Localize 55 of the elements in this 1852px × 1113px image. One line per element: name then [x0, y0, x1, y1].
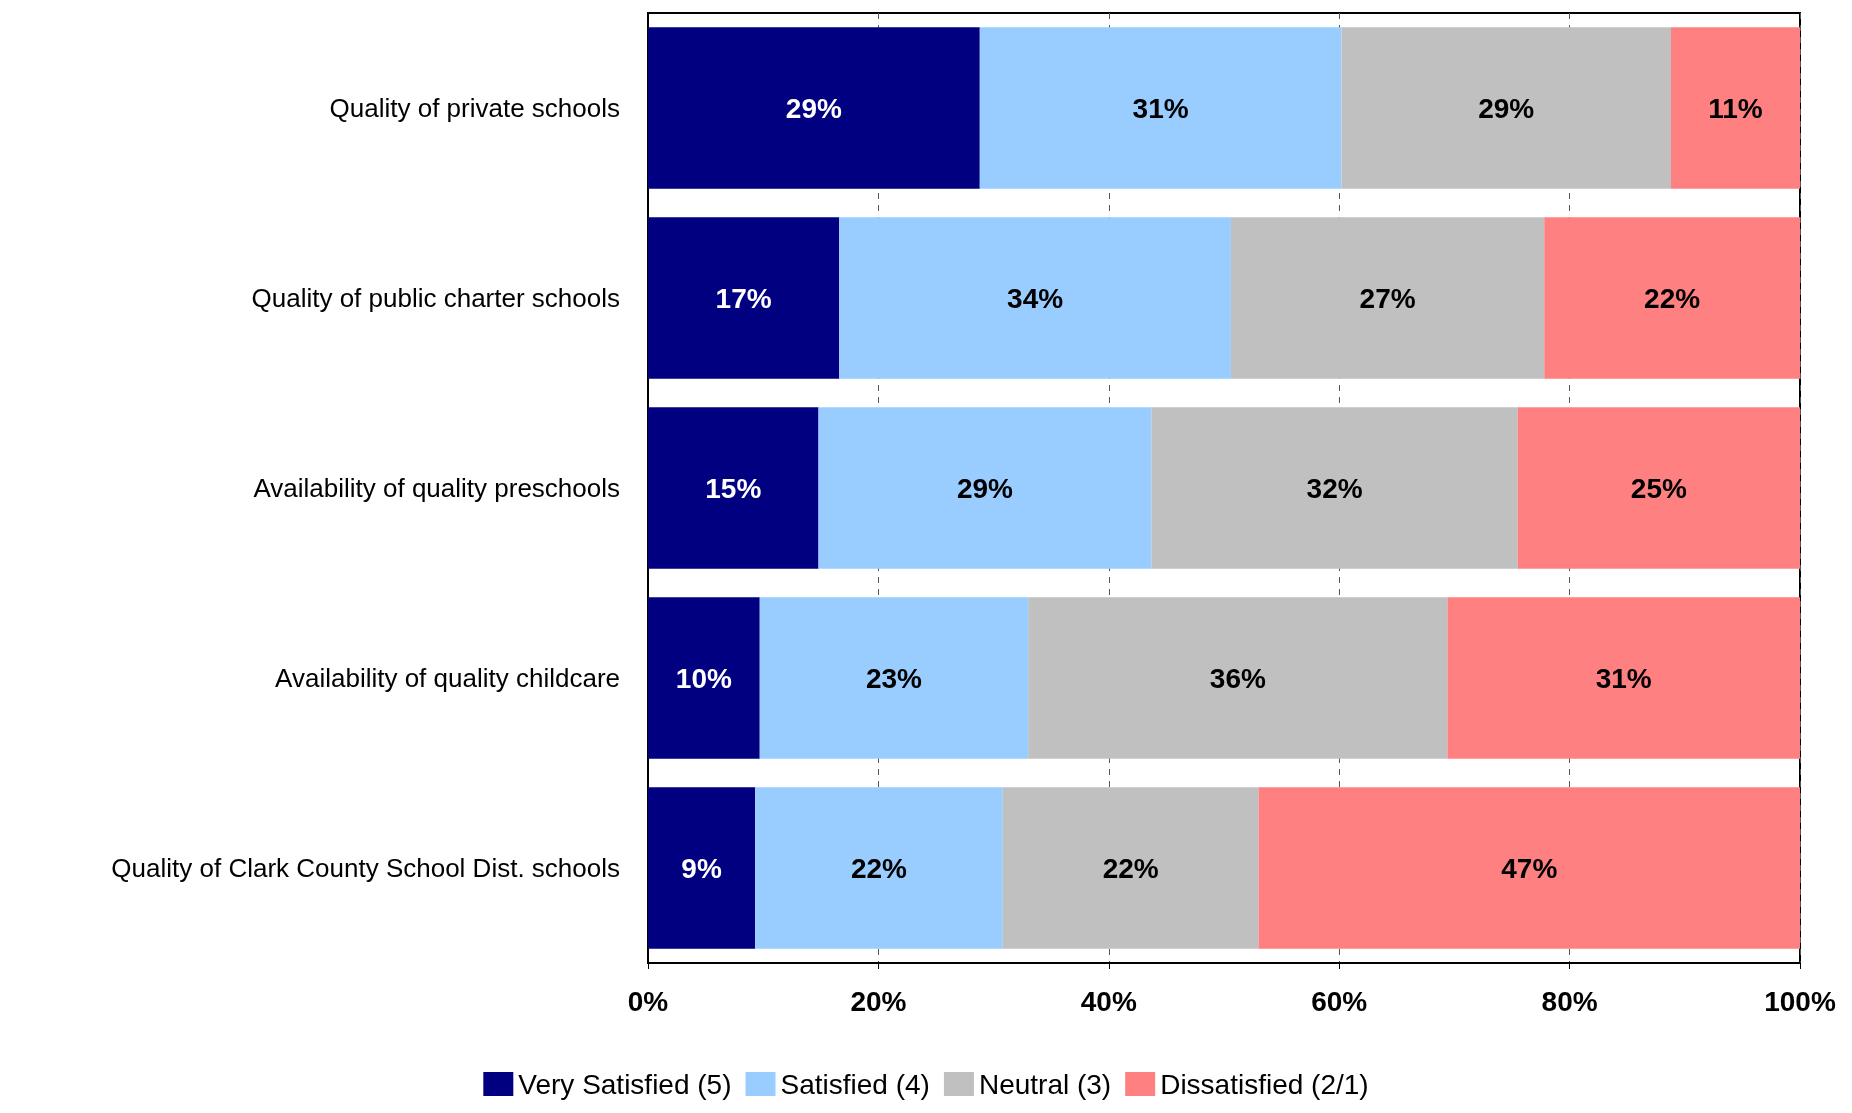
bar	[648, 407, 819, 569]
bar	[648, 787, 756, 949]
y-tick-label: Availability of quality preschools	[253, 473, 620, 503]
data-label: 17%	[715, 282, 772, 314]
bar	[1258, 787, 1800, 949]
x-tick-label: 60%	[1311, 985, 1368, 1017]
legend-label: Satisfied (4)	[780, 1068, 930, 1100]
data-label: 25%	[1630, 472, 1687, 504]
bar	[1028, 597, 1448, 759]
data-label: 27%	[1359, 282, 1416, 314]
bar	[648, 217, 840, 379]
legend-label: Very Satisfied (5)	[518, 1068, 732, 1100]
bar	[1544, 217, 1800, 379]
bar	[755, 787, 1003, 949]
data-label: 10%	[675, 662, 732, 694]
data-label: 23%	[865, 662, 923, 694]
x-tick-label: 0%	[627, 985, 669, 1017]
y-tick-label: Quality of public charter schools	[251, 283, 620, 313]
data-label: 11%	[1708, 92, 1763, 124]
data-label: 22%	[850, 852, 908, 884]
x-tick-label: 40%	[1080, 985, 1137, 1017]
data-label: 29%	[956, 472, 1014, 504]
legend-label: Dissatisfied (2/1)	[1160, 1068, 1369, 1100]
legend-label: Neutral (3)	[978, 1068, 1112, 1100]
data-label: 15%	[705, 472, 762, 504]
bar	[759, 597, 1029, 759]
x-tick-label: 80%	[1541, 985, 1598, 1017]
data-label: 22%	[1644, 282, 1701, 314]
data-label: 32%	[1306, 472, 1363, 504]
y-tick-label: Availability of quality childcare	[275, 663, 620, 693]
bar	[1002, 787, 1259, 949]
bar	[1151, 407, 1518, 569]
bar	[818, 407, 1152, 569]
data-label: 22%	[1102, 852, 1159, 884]
bar	[839, 217, 1231, 379]
x-tick-label: 100%	[1764, 985, 1836, 1017]
y-tick-label: Quality of Clark County School Dist. schools	[111, 853, 620, 883]
bar	[1517, 407, 1800, 569]
data-label: 9%	[681, 852, 722, 884]
data-label: 31%	[1595, 662, 1652, 694]
bar	[1670, 27, 1800, 189]
bar	[648, 597, 760, 759]
y-tick-label: Quality of private schools	[329, 93, 620, 123]
data-label: 36%	[1209, 662, 1266, 694]
data-label: 31%	[1132, 92, 1189, 124]
bar	[1341, 27, 1671, 189]
bar	[1447, 597, 1800, 759]
data-label: 29%	[785, 92, 843, 124]
x-tick-label: 20%	[850, 985, 907, 1017]
bar	[1230, 217, 1545, 379]
data-label: 47%	[1501, 852, 1558, 884]
bar	[979, 27, 1342, 189]
data-label: 29%	[1478, 92, 1535, 124]
data-label: 34%	[1007, 282, 1064, 314]
bar	[648, 27, 980, 189]
